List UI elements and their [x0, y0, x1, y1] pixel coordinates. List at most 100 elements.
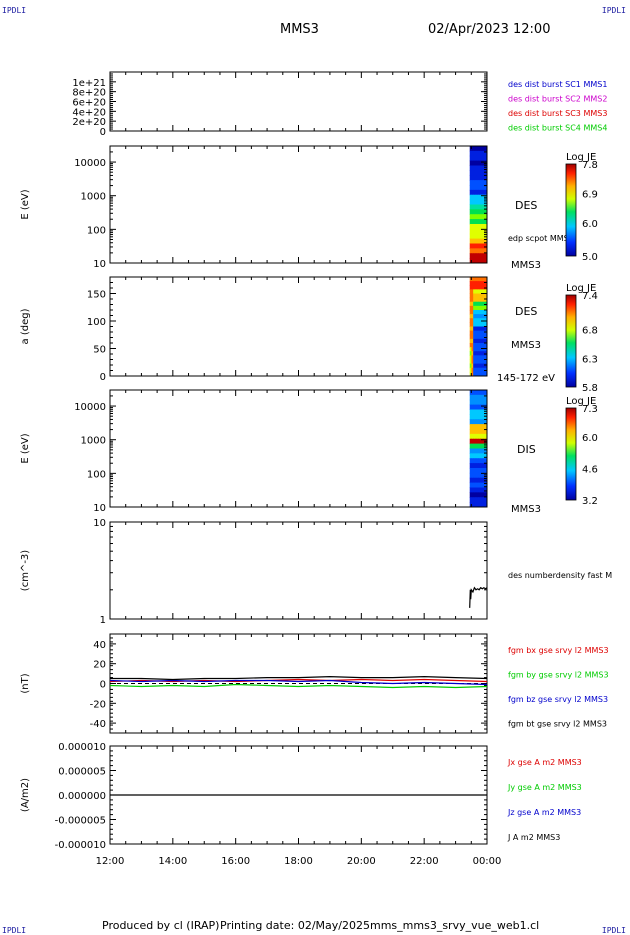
spectrogram-cell — [469, 289, 472, 294]
spectrogram-cell — [481, 399, 485, 406]
spectrogram-cell — [476, 204, 479, 210]
spectrogram-cell — [469, 204, 472, 210]
spectrogram-cell — [481, 394, 485, 401]
spectrogram-cell — [485, 238, 488, 244]
spectrogram-cell — [474, 194, 478, 201]
spectrogram-cell — [483, 338, 486, 344]
spectrogram-cell — [473, 150, 476, 157]
spectrogram-cell — [471, 285, 474, 290]
spectrogram-cell — [480, 185, 483, 191]
spectrogram-cell — [474, 409, 478, 415]
spectrogram-cell — [476, 170, 479, 176]
spectrogram-cell — [471, 199, 474, 205]
spectrogram-cell — [485, 355, 488, 360]
series-line — [110, 675, 488, 681]
spectrogram-cell — [480, 334, 483, 340]
spectrogram-cell — [476, 146, 479, 152]
spectrogram-cell — [478, 351, 481, 356]
spectrogram-cell — [471, 170, 474, 176]
spectrogram-cell — [473, 334, 476, 340]
spectrogram-cell — [469, 224, 472, 230]
spectrogram-cell — [480, 371, 483, 377]
spectrogram-cell — [476, 219, 479, 225]
spectrogram-cell — [476, 419, 479, 425]
spectrogram-cell — [469, 310, 472, 315]
spectrogram-cell — [474, 224, 478, 230]
spectrogram-cell — [474, 238, 478, 244]
spectrogram-cell — [471, 409, 474, 415]
spectrogram-cell — [485, 492, 488, 498]
spectrogram-cell — [474, 330, 478, 336]
x-tick-label: 22:00 — [410, 856, 439, 867]
spectrogram-cell — [474, 199, 478, 205]
spectrogram-cell — [471, 458, 474, 464]
spectrogram-cell — [471, 224, 474, 230]
spectrogram-cell — [481, 347, 485, 352]
spectrogram-cell — [483, 458, 486, 464]
spectrogram-cell — [469, 301, 472, 307]
spectrogram-cell — [483, 424, 486, 430]
spectrogram-cell — [478, 414, 481, 420]
spectrogram-cell — [471, 314, 474, 319]
spectrogram-cell — [478, 363, 481, 369]
spectrogram-cell — [471, 492, 474, 498]
spectrogram-cell — [476, 318, 479, 323]
spectrogram-cell — [471, 146, 474, 152]
spectrogram-cell — [480, 463, 483, 469]
spectrogram-cell — [478, 367, 481, 373]
spectrogram-cell — [481, 293, 485, 299]
spectrogram-cell — [473, 399, 476, 406]
spectrogram-cell — [471, 214, 474, 220]
spectrogram-cell — [476, 472, 479, 479]
corner-label-top-right: IPDLI — [601, 6, 626, 15]
spectrogram-cell — [471, 502, 474, 508]
spectrogram-cell — [471, 448, 474, 454]
spectrogram-cell — [478, 472, 481, 479]
spectrogram-cell — [485, 322, 488, 327]
spectrogram-cell — [478, 322, 481, 327]
spectrogram-cell — [471, 150, 474, 157]
y-tick-label: 0 — [100, 372, 106, 383]
spectrogram-cell — [478, 199, 481, 205]
colorbar-tick-label: 6.3 — [582, 354, 598, 365]
spectrogram-cell — [483, 185, 486, 191]
panel-label: DES — [515, 199, 537, 212]
spectrogram-cell — [481, 301, 485, 307]
y-tick-label: 50 — [93, 345, 106, 356]
spectrogram-cell — [473, 330, 476, 336]
spectrogram-cell — [481, 363, 485, 369]
spectrogram-cell — [469, 409, 472, 415]
spectrogram-cell — [483, 150, 486, 157]
spectrogram-cell — [473, 228, 476, 235]
spectrogram-cell — [480, 189, 483, 196]
spectrogram-cell — [471, 468, 474, 474]
spectrogram-cell — [473, 482, 476, 488]
panel-des-energy-frame — [109, 145, 488, 264]
spectrogram-cell — [474, 458, 478, 464]
spectrogram-cell — [481, 355, 485, 360]
spectrogram-cell — [480, 343, 483, 348]
spectrogram-cell — [481, 314, 485, 319]
spectrogram-cell — [480, 297, 483, 303]
spectrogram-cell — [471, 301, 474, 307]
x-tick-label: 20:00 — [347, 856, 376, 867]
spectrogram-cell — [485, 433, 488, 440]
spectrogram-cell — [474, 338, 478, 344]
spectrogram-cell — [471, 281, 474, 286]
spectrogram-cell — [478, 281, 481, 286]
spectrogram-cell — [483, 347, 486, 352]
spectrogram-cell — [478, 330, 481, 336]
spectrogram-cell — [474, 359, 478, 365]
spectrogram-cell — [483, 248, 486, 254]
spectrogram-cell — [476, 453, 479, 459]
spectrogram-cell — [478, 338, 481, 344]
spectrogram-cell — [476, 438, 479, 445]
spectrogram-cell — [485, 359, 488, 365]
spectrogram-cell — [480, 243, 483, 249]
spectrogram-cell — [485, 209, 488, 215]
spectrogram-cell — [476, 248, 479, 254]
spectrogram-cell — [480, 301, 483, 307]
spectrogram-cell — [481, 330, 485, 336]
spectrogram-cell — [476, 258, 479, 264]
spectrogram-cell — [474, 150, 478, 157]
